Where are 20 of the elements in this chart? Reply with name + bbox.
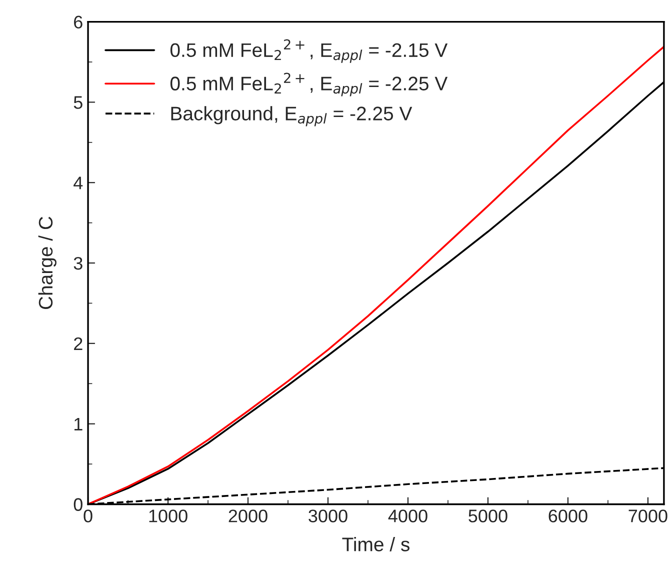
legend-label: 0.5 mM FeL$_{2}$$^{2+}$, E$_{appl}$ = -2.25 V: [170, 72, 448, 96]
x-tick-label: 2000: [228, 510, 268, 522]
y-tick-label: 1: [74, 418, 82, 430]
y-tick-label: 0: [74, 498, 82, 511]
y-tick-label: 6: [74, 16, 82, 28]
legend-label: 0.5 mM FeL$_{2}$$^{2+}$, E$_{appl}$ = -2.15 V: [170, 39, 448, 63]
x-tick-label: 6000: [548, 510, 588, 522]
x-tick-label: 1000: [149, 510, 188, 522]
x-tick-label: 5000: [468, 510, 508, 522]
x-tick-label: 0: [84, 510, 92, 522]
y-axis-title: Charge / C: [38, 216, 56, 310]
y-tick-label: 5: [74, 96, 82, 109]
y-tick-label: 3: [74, 256, 82, 270]
x-axis-title: Time / s: [342, 537, 410, 552]
y-tick-label: 4: [74, 176, 83, 190]
x-tick-label: 4000: [388, 510, 428, 522]
y-tick-label: 2: [74, 337, 82, 350]
x-tick-label: 3000: [308, 510, 348, 522]
x-tick-label: 7000: [628, 510, 668, 522]
legend-label: Background, E$_{appl}$ = -2.25 V: [171, 106, 412, 126]
